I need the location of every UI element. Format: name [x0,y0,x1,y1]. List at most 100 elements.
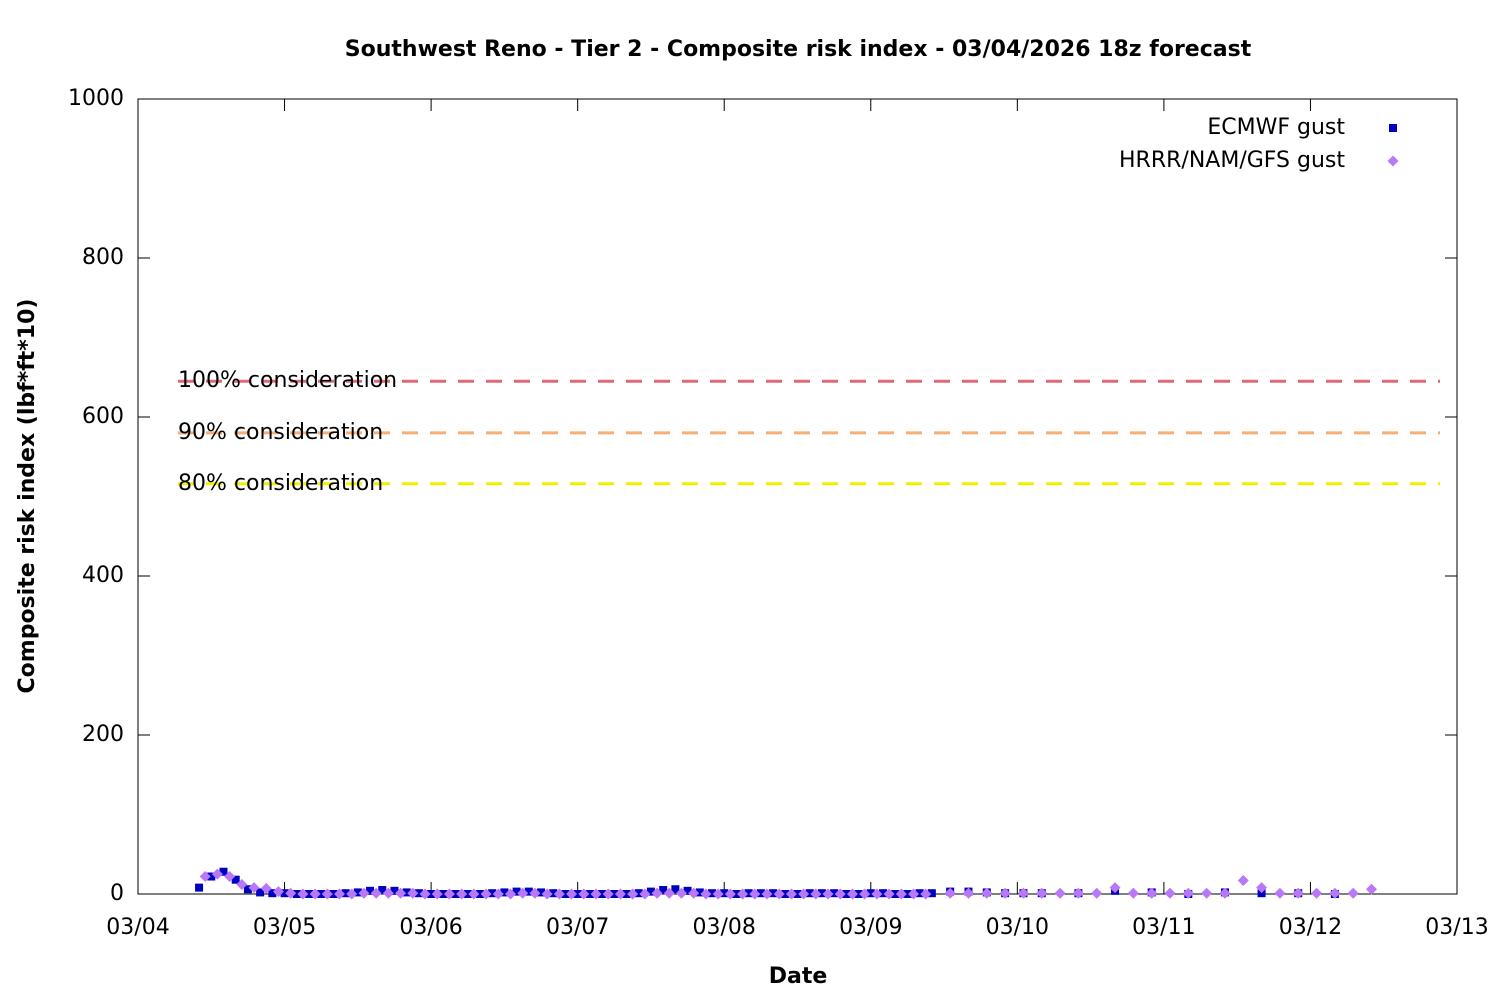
y-tick-label: 0 [110,881,124,906]
hrrr-point [419,888,431,900]
ecmwf-point [622,890,631,898]
hrrr-point [260,882,272,894]
hrrr-point [382,887,394,899]
hrrr-point [492,888,504,900]
hrrr-point [1366,883,1378,895]
ecmwf-point [805,889,814,898]
ecmwf-point [708,889,717,898]
ecmwf-point [427,890,436,898]
ecmwf-point [353,888,362,897]
hrrr-point [395,887,407,899]
hrrr-point [1164,887,1176,899]
hrrr-point [566,888,578,900]
hrrr-point [1292,887,1304,899]
hrrr-point [810,888,822,900]
hrrr-point [443,888,455,900]
hrrr-point [297,888,309,900]
ecmwf-point [512,887,521,896]
hrrr-point [480,888,492,900]
ecmwf-point [1257,889,1266,898]
ecmwf-point [317,890,326,898]
ecmwf-point [366,886,375,895]
ecmwf-point [903,890,912,898]
x-tick-label: 03/09 [839,915,902,940]
ecmwf-point [341,889,350,898]
ecmwf-point [207,872,216,881]
ecmwf-point [439,890,448,898]
hrrr-point [773,888,785,900]
ecmwf-point [304,890,313,898]
hrrr-point [1219,887,1231,899]
hrrr-point [1256,882,1268,894]
ecmwf-point [195,883,204,892]
hrrr-point [920,888,932,900]
hrrr-point [1072,887,1084,899]
hrrr-point [1237,874,1249,886]
ecmwf-point [231,875,240,884]
ecmwf-point [756,889,765,898]
ecmwf-point [659,886,668,895]
hrrr-point [1329,887,1341,899]
ecmwf-point [830,889,839,898]
ecmwf-point [598,890,607,898]
hrrr-point [578,888,590,900]
hrrr-point [700,888,712,900]
hrrr-point [407,887,419,899]
hrrr-point [1311,887,1323,899]
hrrr-point [1091,887,1103,899]
x-tick-label: 03/06 [399,915,462,940]
hrrr-point [211,868,223,880]
x-tick-label: 03/05 [253,915,316,940]
ecmwf-point [769,889,778,898]
y-tick-label: 1000 [68,86,124,111]
hrrr-point [895,888,907,900]
hrrr-point [651,887,663,899]
hrrr-point [785,888,797,900]
ecmwf-point [537,888,546,897]
hrrr-point [822,888,834,900]
hrrr-point [627,888,639,900]
ecmwf-point [854,890,863,898]
ecmwf-point [243,885,252,894]
ecmwf-point [720,889,729,898]
hrrr-point [334,888,346,900]
x-tick-label: 03/11 [1132,915,1195,940]
legend-label: ECMWF gust [1207,115,1345,140]
ecmwf-point [878,889,887,898]
hrrr-point [1347,887,1359,899]
hrrr-point [456,888,468,900]
hrrr-point [712,888,724,900]
ecmwf-point [732,890,741,898]
hrrr-point [272,886,284,898]
hrrr-point [639,888,651,900]
hrrr-point [1017,887,1029,899]
ecmwf-point [402,888,411,897]
ecmwf-point [646,887,655,896]
hrrr-point [358,887,370,899]
hrrr-point [346,888,358,900]
hrrr-point [908,888,920,900]
hrrr-point [431,888,443,900]
ecmwf-point [390,886,399,895]
reference-label: 90% consideration [178,420,383,445]
hrrr-point [1054,887,1066,899]
ecmwf-point [842,890,851,898]
hrrr-point [846,888,858,900]
ecmwf-point [573,890,582,898]
y-axis-label: Composite risk index (lbf*ft*10) [15,299,40,694]
ecmwf-point [549,889,558,898]
ecmwf-point [463,890,472,898]
ecmwf-point [1389,124,1397,132]
hrrr-point [663,887,675,899]
hrrr-point [999,887,1011,899]
ecmwf-point [488,889,497,898]
hrrr-point [614,888,626,900]
hrrr-point [1146,887,1158,899]
reference-label: 100% consideration [178,368,397,393]
hrrr-point [1127,887,1139,899]
ecmwf-point [256,888,265,897]
ecmwf-point [695,888,704,897]
x-tick-label: 03/07 [546,915,609,940]
hrrr-point [224,871,236,883]
ecmwf-point [329,890,338,898]
